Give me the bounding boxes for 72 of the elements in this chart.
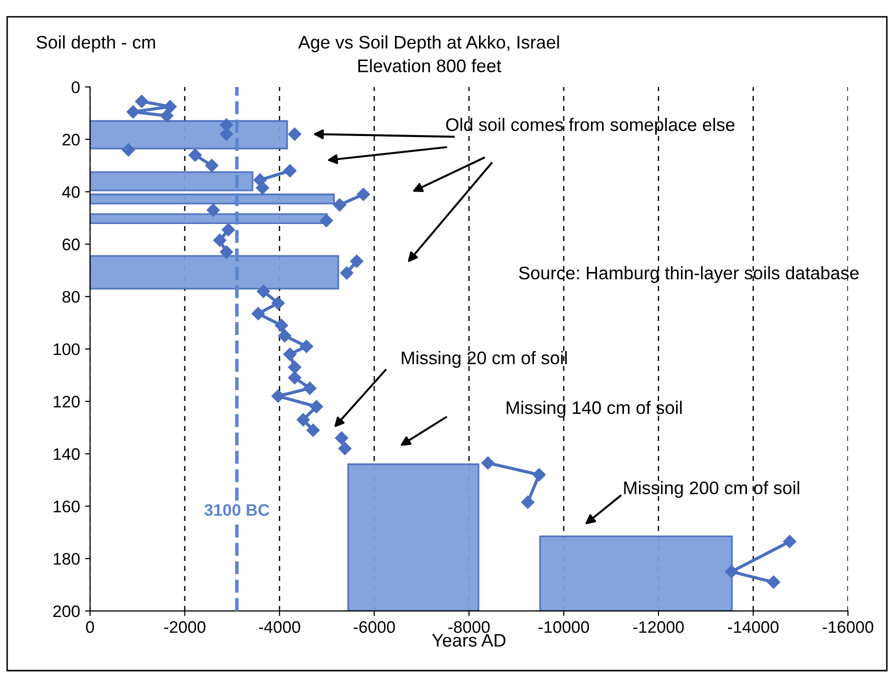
- point: [333, 198, 346, 212]
- x-tick-label: -16000: [822, 621, 874, 633]
- y-tick-label: 20: [62, 134, 80, 146]
- point: [288, 360, 302, 374]
- x-tick-label: -8000: [448, 621, 490, 633]
- point: [724, 565, 738, 578]
- y-tick-label: 140: [54, 448, 80, 460]
- point: [767, 576, 780, 589]
- point: [283, 164, 297, 178]
- point: [288, 128, 302, 141]
- annotation: Old soil comes from someplace else: [446, 118, 734, 135]
- point: [356, 188, 370, 201]
- y-tick-label: 160: [54, 500, 80, 512]
- point: [222, 223, 235, 236]
- point: [163, 100, 177, 114]
- x-tick-label: -10000: [538, 621, 590, 633]
- x-tick-label: -14000: [728, 621, 779, 633]
- y-tick-label: 40: [62, 186, 80, 198]
- x-tick-label: 0: [86, 621, 94, 633]
- point: [160, 109, 174, 122]
- chart-subtitle: Elevation 800 feet: [358, 58, 502, 72]
- chart-title: Age vs Soil Depth at Akko, Israel: [298, 35, 559, 52]
- point: [296, 413, 310, 426]
- point: [220, 245, 234, 259]
- point: [521, 496, 534, 509]
- point: [288, 371, 302, 384]
- annotation: Missing 140 cm of soil: [506, 400, 682, 418]
- point: [481, 456, 495, 470]
- point: [340, 266, 354, 280]
- point: [256, 181, 270, 194]
- y-tick-label: 60: [62, 238, 80, 250]
- point: [783, 534, 796, 548]
- point: [256, 284, 270, 298]
- annotation: Missing 200 cm of soil: [624, 480, 800, 498]
- point: [300, 340, 314, 353]
- point: [135, 94, 148, 108]
- point: [122, 143, 135, 156]
- x-tick-label: -4000: [258, 621, 300, 633]
- y-tick-label: 200: [53, 605, 80, 618]
- point: [306, 424, 320, 437]
- point: [188, 148, 202, 162]
- point: [350, 254, 364, 268]
- x-axis-title: Years AD: [432, 634, 506, 647]
- y-tick-label: 180: [54, 552, 80, 565]
- point: [220, 128, 234, 141]
- point: [272, 296, 285, 310]
- point: [274, 318, 288, 332]
- point: [272, 390, 285, 403]
- point: [252, 307, 265, 320]
- y-tick-label: 100: [54, 343, 80, 356]
- point: [126, 105, 140, 118]
- annotation: Missing 20 cm of soil: [402, 351, 567, 368]
- y-tick-label: 0: [72, 81, 80, 94]
- point: [334, 431, 348, 445]
- y-tick-label: 120: [54, 396, 80, 408]
- point: [206, 204, 220, 217]
- point: [310, 400, 324, 414]
- ref-line-label: 3100 BC: [204, 504, 270, 516]
- y-axis-title: Soil depth - cm: [36, 35, 155, 52]
- point: [205, 158, 218, 172]
- point: [278, 329, 292, 342]
- x-tick-label: -6000: [354, 621, 395, 633]
- x-tick-label: -12000: [633, 621, 684, 633]
- x-tick-label: -2000: [164, 621, 206, 633]
- point: [532, 468, 546, 482]
- point: [213, 234, 226, 247]
- point: [320, 214, 333, 228]
- point: [338, 442, 352, 456]
- annotation: Source: Hamburg thin-layer soils database: [519, 266, 859, 283]
- point: [283, 348, 297, 361]
- y-tick-label: 80: [62, 290, 80, 303]
- point: [303, 382, 316, 395]
